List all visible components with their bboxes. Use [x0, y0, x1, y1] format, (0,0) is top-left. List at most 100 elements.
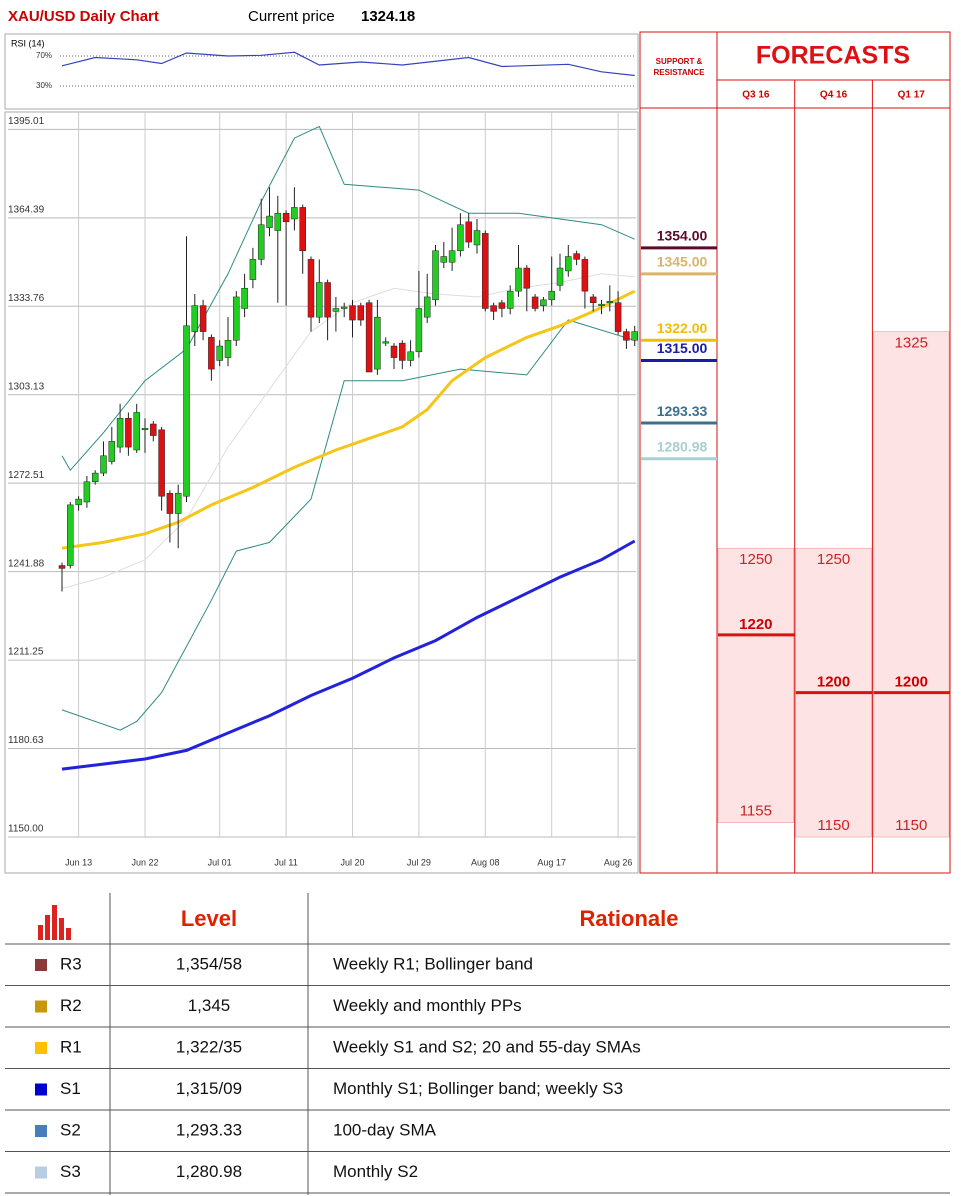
candle-body [482, 233, 489, 309]
y-tick-label: 1395.01 [8, 116, 45, 127]
candle-body [100, 455, 107, 474]
candle-body [67, 504, 74, 566]
row-swatch [35, 1042, 47, 1054]
candle-body [141, 428, 149, 431]
x-tick-label: Aug 08 [471, 857, 500, 867]
x-tick-label: Jul 20 [340, 857, 364, 867]
row-code: R3 [60, 954, 82, 973]
row-level: 1,322/35 [176, 1037, 242, 1056]
candle-body [282, 212, 290, 223]
candle-body [166, 493, 174, 514]
price-value: 1324.18 [361, 8, 415, 25]
sr-title: SUPPORT & RESISTANCE [653, 57, 705, 77]
forecast-period: Q1 17 [898, 90, 926, 101]
candle-body [565, 256, 572, 272]
forecast-high: 1250 [739, 551, 772, 568]
row-swatch [35, 959, 47, 971]
candle-body [374, 316, 381, 370]
candle-body [133, 412, 140, 451]
overlay-line [61, 319, 635, 731]
candle-body [299, 207, 306, 251]
candle-body [415, 308, 423, 353]
candle-body [324, 282, 331, 318]
row-swatch [35, 1125, 47, 1137]
row-rationale: Weekly S1 and S2; 20 and 55-day SMAs [333, 1037, 641, 1056]
candle-body [432, 250, 439, 301]
forecast-low: 1150 [817, 817, 849, 834]
forecast-median-label: 1200 [817, 674, 850, 691]
candle-body [548, 290, 555, 301]
candle-body [266, 215, 273, 228]
rsi-frame [4, 33, 639, 110]
forecast-high: 1325 [895, 335, 928, 352]
forecast-low: 1150 [895, 817, 927, 834]
candle-body [440, 256, 448, 263]
candle-body [257, 224, 265, 260]
row-rationale: 100-day SMA [333, 1120, 437, 1139]
candle-body [506, 290, 514, 309]
forecast-range [873, 331, 950, 838]
candle-body [291, 207, 298, 220]
row-code: R2 [60, 996, 82, 1015]
candle-body [540, 299, 547, 306]
y-tick-label: 1211.25 [8, 647, 44, 658]
candle-body [224, 340, 232, 358]
candle-body [606, 301, 614, 303]
candle-body [365, 302, 373, 373]
overlay-line [61, 125, 635, 472]
candle-body [556, 267, 564, 286]
x-tick-label: Jul 11 [274, 857, 297, 867]
candle-body [216, 345, 223, 361]
candle-body [448, 250, 456, 263]
row-level: 1,354/58 [176, 954, 242, 973]
y-tick-label: 30% [36, 81, 52, 90]
sr-label: 1322.00 [657, 320, 708, 336]
candle-body [614, 302, 622, 332]
candle-body [340, 306, 348, 309]
candle-body [531, 296, 539, 309]
forecast-period: Q3 16 [742, 90, 770, 101]
table-icon [38, 905, 71, 940]
candle-body [332, 308, 340, 312]
row-swatch [35, 1000, 47, 1013]
candle-body [125, 417, 132, 448]
candle-body [465, 221, 472, 243]
candle-body [490, 305, 497, 312]
candle-body [174, 493, 182, 514]
candle-body [457, 224, 464, 251]
overlay-line [61, 289, 636, 550]
candle-body [91, 472, 99, 483]
candle-body [515, 267, 522, 292]
row-code: S3 [60, 1162, 81, 1181]
rsi-line [61, 51, 635, 77]
chart-title: XAU/USD Daily Chart [8, 8, 159, 25]
sr-label: 1354.00 [657, 228, 708, 244]
candle-body [399, 342, 406, 361]
y-tick-label: 1333.76 [8, 293, 45, 304]
candle-body [183, 325, 190, 497]
overlay-line [61, 539, 636, 771]
forecast-range [717, 547, 794, 823]
forecast-low: 1155 [740, 803, 772, 820]
candle-body [473, 230, 481, 246]
sr-label: 1280.98 [657, 438, 708, 454]
overlay-line [61, 273, 635, 590]
sr-label: 1293.33 [657, 403, 708, 419]
row-code: S2 [60, 1120, 81, 1139]
candle-body [116, 417, 124, 448]
candle-body [498, 302, 506, 309]
y-tick-label: 1272.51 [8, 470, 45, 481]
candle-body [83, 481, 91, 503]
candle-body [274, 212, 282, 231]
row-rationale: Monthly S1; Bollinger band; weekly S3 [333, 1079, 623, 1098]
forecast-high: 1250 [817, 551, 850, 568]
candle-body [407, 351, 414, 361]
row-swatch [35, 1083, 47, 1096]
candle-body [316, 282, 323, 318]
x-tick-label: Jul 01 [208, 857, 232, 867]
forecast-period: Q4 16 [820, 90, 848, 101]
candle-body [423, 296, 431, 318]
candle-body [573, 253, 580, 260]
